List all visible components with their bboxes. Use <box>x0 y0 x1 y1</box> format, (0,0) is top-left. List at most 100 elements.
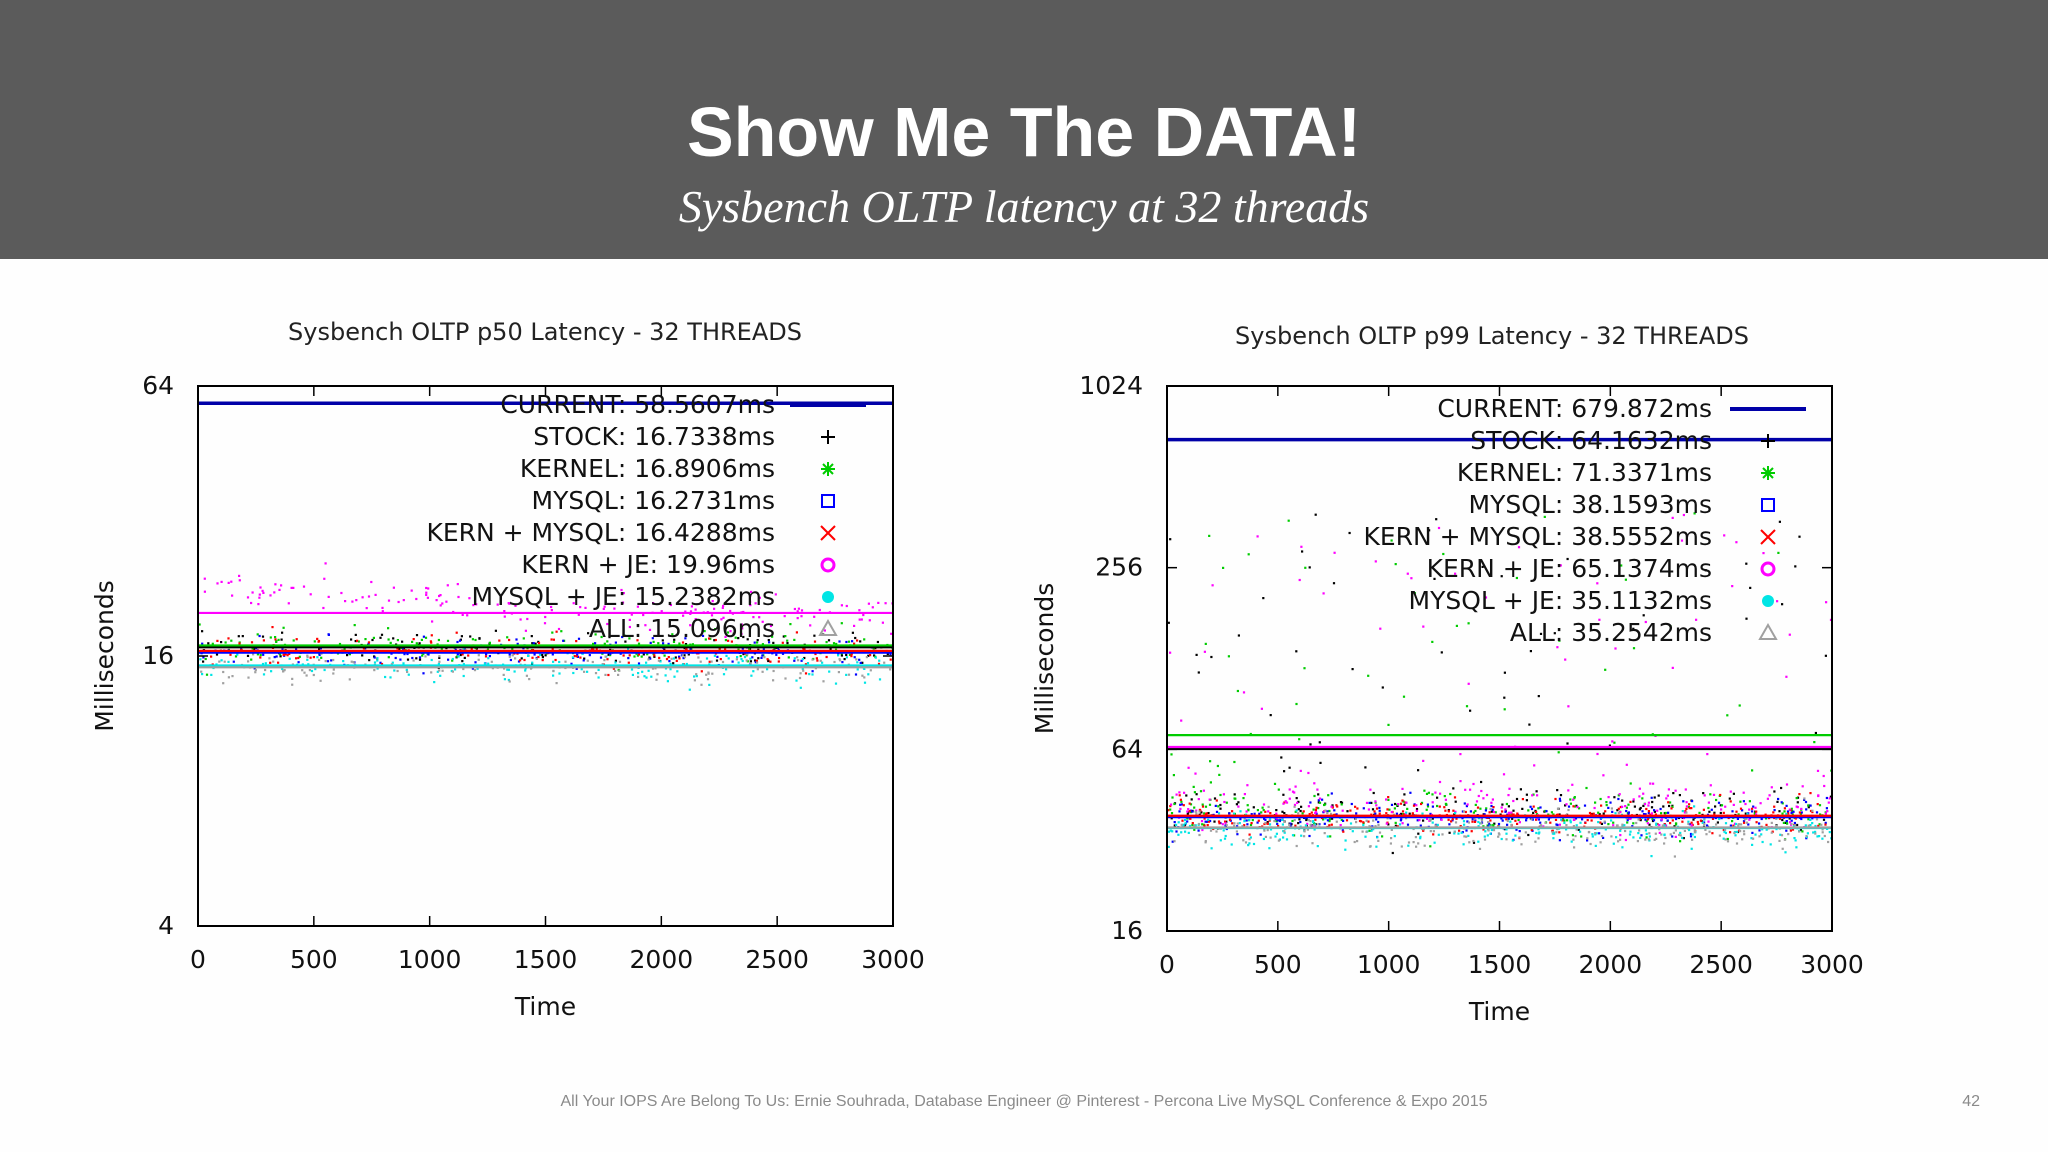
data-point <box>1790 811 1793 814</box>
data-point <box>1340 801 1344 804</box>
data-point <box>1189 817 1192 820</box>
data-point <box>1649 782 1652 785</box>
data-point <box>1789 829 1792 832</box>
data-point <box>1510 823 1513 826</box>
data-point <box>462 663 465 666</box>
data-point <box>380 662 384 666</box>
data-point <box>1566 819 1569 822</box>
data-point <box>1571 834 1574 837</box>
data-point <box>1678 794 1681 797</box>
data-point <box>1717 801 1721 804</box>
data-point <box>673 675 676 678</box>
data-point <box>793 657 796 660</box>
data-point <box>1614 812 1617 815</box>
data-point <box>1509 820 1512 823</box>
data-point <box>236 653 239 656</box>
data-point <box>1663 833 1666 837</box>
data-point <box>1412 804 1416 807</box>
data-point <box>1517 818 1520 822</box>
data-point <box>1508 787 1511 790</box>
data-point <box>884 602 887 605</box>
data-point <box>1711 832 1714 835</box>
data-point <box>309 593 312 596</box>
data-point <box>1636 840 1639 843</box>
data-point <box>1419 824 1422 827</box>
data-point <box>691 643 694 646</box>
data-point <box>1318 741 1321 744</box>
data-point <box>1330 792 1333 795</box>
data-point <box>1264 818 1267 821</box>
data-point <box>496 603 499 606</box>
data-point <box>258 634 261 638</box>
data-point <box>1239 810 1242 813</box>
data-point <box>1318 801 1322 804</box>
data-point <box>1433 841 1436 844</box>
data-point <box>1722 837 1725 840</box>
data-point <box>1191 823 1194 827</box>
data-point <box>622 654 625 657</box>
data-point <box>1751 769 1754 772</box>
data-point <box>457 595 460 599</box>
data-point <box>1827 840 1830 844</box>
data-point <box>1264 810 1267 813</box>
data-point <box>1387 823 1390 826</box>
data-point <box>722 616 725 619</box>
data-point <box>1167 809 1170 812</box>
data-point <box>477 658 480 661</box>
data-point <box>823 629 826 632</box>
data-point <box>1474 819 1477 822</box>
data-point <box>1798 793 1801 796</box>
legend-marker-2 <box>1761 434 1775 448</box>
data-point <box>1693 512 1696 515</box>
data-point <box>869 669 872 672</box>
data-point <box>724 639 727 642</box>
data-point <box>1249 732 1252 736</box>
data-point <box>1653 809 1656 812</box>
data-point <box>555 682 558 685</box>
data-point <box>1349 809 1352 812</box>
data-point <box>1400 818 1403 821</box>
data-point <box>854 636 857 640</box>
data-point <box>1739 830 1742 833</box>
data-point <box>1570 840 1573 843</box>
data-point <box>1323 832 1326 835</box>
data-point <box>592 642 595 645</box>
data-point <box>201 673 204 676</box>
data-point <box>1235 803 1238 806</box>
data-point <box>1722 811 1725 814</box>
data-point <box>845 673 848 676</box>
data-point <box>570 662 573 665</box>
data-point <box>223 660 226 663</box>
data-point <box>1467 622 1470 625</box>
x-tick-label: 3000 <box>1800 950 1864 979</box>
data-point <box>1687 822 1690 825</box>
data-point <box>591 660 594 664</box>
data-point <box>1394 821 1397 824</box>
data-point <box>475 647 478 650</box>
data-point <box>201 630 204 633</box>
data-point <box>312 673 315 677</box>
data-point <box>1391 851 1394 855</box>
data-point <box>511 654 514 657</box>
data-point <box>1778 520 1781 523</box>
data-point <box>1516 822 1519 825</box>
data-point <box>1554 797 1557 801</box>
data-point <box>1750 837 1753 840</box>
data-point <box>859 640 862 643</box>
slide-header: Show Me The DATA! Sysbench OLTP latency … <box>0 0 2048 259</box>
data-point <box>1811 809 1814 812</box>
data-point <box>1497 835 1500 838</box>
data-point <box>297 656 300 660</box>
data-point <box>636 605 639 608</box>
data-point <box>462 648 465 651</box>
data-point <box>508 653 511 656</box>
data-point <box>472 604 475 607</box>
data-point <box>1787 812 1790 815</box>
data-point <box>1288 797 1291 800</box>
data-point <box>1638 817 1641 821</box>
data-point <box>1236 822 1239 825</box>
data-point <box>662 642 665 645</box>
data-point <box>1619 811 1622 814</box>
data-point <box>355 599 358 602</box>
data-point <box>1776 800 1779 803</box>
